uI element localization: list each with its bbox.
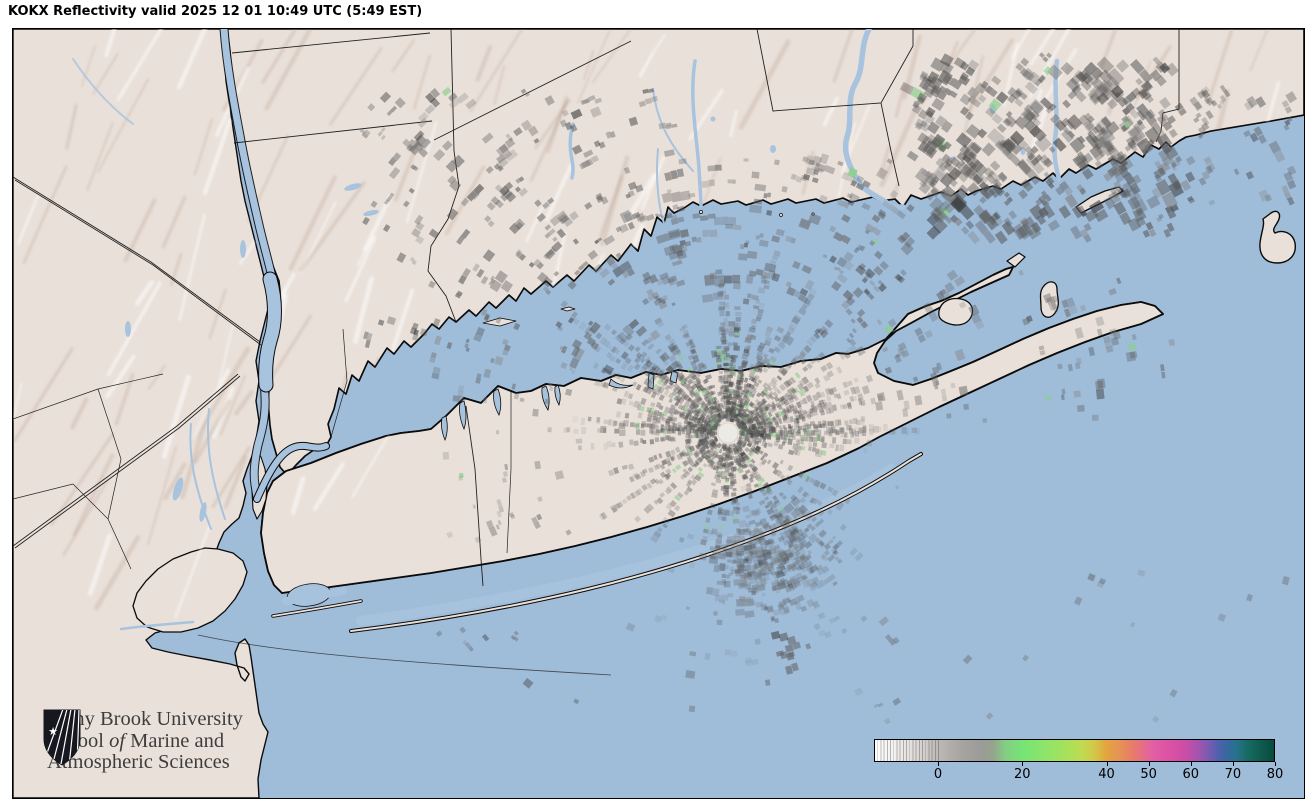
radar-map: 0 20 40 50 60 70 80 ★ Stony Brook University S… [12,28,1305,799]
radar-echoes [359,52,1298,725]
colorbar-bin-lines [875,740,939,761]
housatonic-river [691,59,703,208]
boundary-lines [13,29,1180,676]
hempstead-harbor [459,400,467,431]
rockaway-bay [282,587,347,605]
colorbar-tick [1190,762,1192,766]
nj-county-double [13,373,241,549]
land-staten-island [132,547,248,633]
colorbar-tick-label: 40 [1098,767,1115,782]
logo-line3: Atmospheric Sciences [47,751,230,773]
ny-nj-border-double [13,176,262,346]
county-line [330,328,348,438]
northport-bay [554,384,561,407]
colorbar-tick-label: 20 [1013,767,1031,782]
county-line [433,40,632,141]
colorbar-tick [1275,762,1276,766]
county-line [231,32,431,54]
radar-site-marker [717,422,739,444]
colorbar-tick [1106,762,1108,766]
colorbar-tick [1232,762,1234,766]
land-islet [699,210,703,214]
wallkill-river [72,58,134,125]
land-norwalk-islands [560,306,576,312]
east-river [254,442,329,502]
colorbar-tick [938,762,940,766]
radar-map-svg [13,29,1304,798]
colorbar-tick-label: 0 [933,767,943,782]
colorbar-tick-label: 70 [1224,767,1242,782]
nj-county-line [97,388,132,570]
port-jefferson-harbor [647,372,655,390]
ny-ct-border [427,29,460,323]
naugatuck-river [652,88,694,172]
stonybrook-logo: ★ Stony Brook University School of Marin… [41,708,243,774]
connecticut-river [842,29,906,210]
land-gardiners-island [1039,281,1059,318]
reflectivity-colorbar: 0 20 40 50 60 70 80 [874,739,1283,791]
land-islet [779,213,783,217]
ct-ri-border [1155,29,1180,143]
colorbar-tick [1022,762,1024,766]
colorbar-tick [1148,762,1150,766]
smithtown-bay [608,378,634,389]
nj-county-line [13,483,109,520]
fire-island-barrier [350,453,922,632]
logo-line1: Stony Brook University [47,708,243,730]
huntington-bay [541,385,550,412]
nassau-suffolk-line [506,391,512,554]
shield-star-icon: ★ [48,725,58,738]
colorbar-tick-label: 60 [1182,767,1200,782]
rivers-lakes [72,29,1062,631]
county-line [880,102,900,187]
hudson-tappan-zee [259,272,281,392]
land-islet [811,212,815,216]
raritan-river [119,620,195,631]
oyster-bay [493,388,502,416]
hackensack-river [189,423,212,530]
colorbar-gradient [874,739,1275,762]
land-captain-islands [482,317,517,327]
colorbar-tick-label: 80 [1266,767,1284,782]
passaic-river [206,408,226,520]
small-lakes [125,104,1026,522]
stonybrook-shield-icon: ★ [43,709,81,766]
south-shore-barrier [271,452,923,633]
great-south-bay [356,464,896,626]
quinnipiac-river [655,148,665,224]
land-west-of-hudson [13,29,271,798]
marine-boundary-line [197,634,612,676]
colorbar-tick-label: 50 [1140,767,1157,782]
mount-sinai-harbor [669,370,679,384]
manhasset-bay [441,415,448,442]
county-line [233,120,433,144]
thames-river [1052,58,1062,182]
map-title: KOKX Reflectivity valid 2025 12 01 10:49… [8,4,423,19]
rockaway-spit [272,600,362,617]
queens-nassau-line [465,405,484,587]
land-block-island [1259,210,1296,264]
candlewood-lake [568,122,575,180]
land-shelter-island [938,297,974,326]
land-plum-island [1006,252,1026,268]
